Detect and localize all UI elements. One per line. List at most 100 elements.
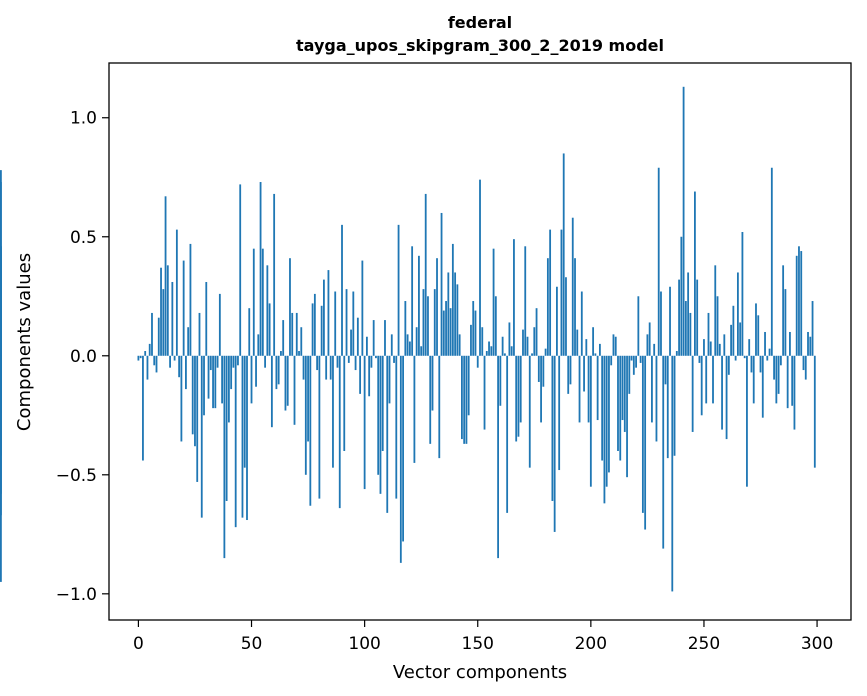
bar-20: [182, 260, 185, 356]
bar-50: [250, 355, 253, 404]
bar-246: [694, 191, 696, 356]
bar-144: [463, 355, 466, 444]
bar-270: [748, 339, 751, 356]
bar-200: [589, 355, 592, 487]
bar-145: [465, 355, 468, 444]
bar-82: [323, 279, 325, 356]
bar-103: [370, 355, 373, 368]
bar-297: [809, 336, 812, 356]
bar-169: [519, 355, 522, 423]
bar-171: [524, 246, 527, 356]
bar-224: [644, 355, 647, 530]
bar-288: [789, 331, 791, 356]
bar-208: [608, 355, 610, 473]
bar-164: [508, 322, 511, 356]
bar-31: [207, 355, 210, 399]
bar-215: [623, 355, 626, 432]
bar-83: [325, 355, 328, 380]
bar-9: [157, 317, 160, 356]
bar-189: [565, 277, 567, 356]
bar-196: [580, 291, 583, 356]
bar-77: [311, 303, 314, 356]
bar-39: [225, 355, 228, 501]
bar-263: [732, 305, 735, 356]
bar-277: [764, 331, 766, 356]
bar-136: [445, 301, 447, 356]
bar-250: [703, 339, 705, 356]
bar-268: [743, 355, 746, 359]
bar-177: [537, 355, 540, 382]
y-tick-label: 1.0: [70, 109, 97, 129]
bar-237: [673, 355, 676, 456]
bar-203: [596, 355, 599, 421]
bar-22: [187, 327, 190, 356]
bar-228: [653, 343, 656, 356]
bar-282: [775, 355, 778, 404]
bar-76: [309, 355, 312, 506]
bar-85: [329, 355, 332, 380]
bar-275: [759, 355, 762, 373]
bar-13: [166, 265, 169, 356]
bar-261: [727, 355, 730, 375]
bar-101: [365, 336, 368, 356]
bar-35: [216, 355, 219, 368]
bar-139: [451, 243, 454, 356]
bar-280: [770, 167, 773, 356]
bar-248: [698, 355, 701, 363]
bar-271: [750, 355, 753, 373]
bar-192: [571, 217, 574, 356]
bar-187: [560, 229, 563, 356]
bar-178: [540, 355, 542, 423]
bar-260: [725, 355, 728, 440]
bar-67: [289, 258, 291, 356]
bar-185: [556, 286, 558, 356]
bar-193: [574, 258, 576, 356]
bar-273: [755, 303, 757, 356]
bar-122: [413, 355, 416, 463]
x-tick-label: 150: [462, 634, 494, 654]
bar-undefined: [0, 182, 2, 356]
bar-205: [601, 355, 604, 461]
bar-38: [223, 355, 226, 559]
bar-111: [388, 355, 391, 404]
chart-title: federal: [448, 13, 512, 32]
bar-252: [707, 312, 710, 356]
bar-52: [255, 355, 257, 387]
bar-209: [610, 355, 613, 366]
bar-32: [209, 355, 212, 371]
y-tick-label: −1.0: [56, 585, 97, 605]
x-tick-label: 300: [801, 634, 833, 654]
bar-109: [384, 320, 386, 356]
bar-105: [375, 355, 377, 359]
bar-158: [494, 296, 497, 356]
bar-204: [598, 343, 601, 356]
bar-117: [402, 355, 404, 542]
bar-74: [304, 355, 307, 475]
bar-108: [381, 355, 384, 451]
bar-28: [200, 355, 203, 518]
bar-154: [485, 351, 488, 356]
bar-249: [700, 355, 703, 416]
bar-86: [332, 355, 334, 468]
bar-51: [252, 248, 255, 356]
bar-236: [671, 355, 674, 592]
bar-30: [205, 281, 208, 356]
bar-12: [164, 196, 167, 356]
bar-233: [664, 355, 667, 385]
bar-102: [368, 355, 371, 397]
bar-220: [635, 355, 637, 368]
bar-97: [356, 317, 359, 356]
bar-4: [146, 355, 149, 380]
bar-175: [533, 327, 536, 356]
bar-69: [293, 355, 296, 425]
bar-287: [786, 355, 789, 409]
bar-191: [569, 355, 572, 385]
bar-119: [406, 334, 409, 356]
bar-132: [436, 258, 438, 356]
bar-289: [791, 355, 794, 406]
bar-231: [660, 291, 662, 356]
bar-88: [336, 355, 339, 368]
bar-201: [592, 327, 595, 356]
bar-112: [390, 334, 393, 356]
